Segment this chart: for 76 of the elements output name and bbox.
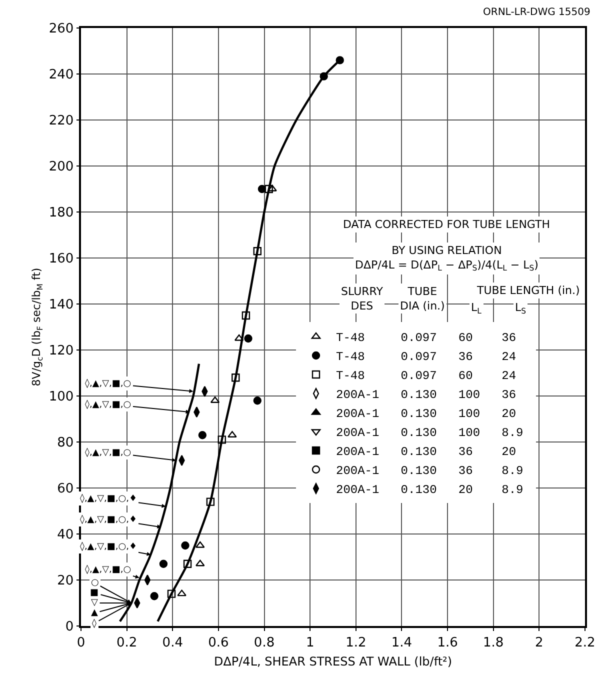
y-tick-label: 140 [48, 298, 74, 313]
x-tick-label: 2.2 [574, 635, 596, 650]
legend-label: 200A-1 0.130 100 8.9 [336, 426, 530, 440]
annotation: ■ [90, 588, 99, 598]
legend-label: T-48 0.097 36 24 [336, 350, 530, 364]
text: BY USING RELATION DΔP/4L = D(ΔP$_{L}$ − ΔP$_{S}$)/4(L$_{L}$ − L$_{S}$) [355, 244, 538, 273]
legend-label: 200A-1 0.130 100 36 [336, 388, 530, 402]
annotation: ▽ [91, 598, 98, 608]
y-tick-label: 180 [48, 206, 74, 221]
x-tick-label: 0 [76, 635, 86, 650]
x-tick-label: 2 [535, 635, 544, 650]
point [206, 498, 215, 506]
annotation: DATA CORRECTED FOR TUBE LENGTH [343, 218, 550, 231]
annotation: TUBE DIA (in.) [400, 285, 445, 312]
point [181, 541, 190, 550]
y-tick-label: 40 [57, 528, 74, 543]
legend-label: 200A-1 0.130 100 20 [336, 407, 530, 422]
x-tick-label: 1.6 [437, 635, 458, 650]
annotation: TUBE LENGTH (in.) [476, 284, 580, 297]
point [253, 247, 262, 256]
point [177, 590, 186, 596]
x-tick-label: 0.4 [162, 635, 183, 650]
x-tick-label: 1.2 [346, 635, 366, 650]
x-axis-title: DΔP/4L, SHEAR STRESS AT WALL (lb/ft²) [214, 654, 452, 669]
x-tick-label: 1.8 [483, 635, 504, 650]
text: ORNL-LR-DWG 15509 [483, 7, 590, 18]
x-tick-label: 1 [306, 635, 314, 650]
y-tick-label: 60 [57, 482, 74, 497]
point [268, 184, 277, 192]
point [242, 311, 250, 320]
legend-label: 200A-1 0.130 36 8.9 [336, 464, 530, 478]
point [218, 436, 226, 444]
point [195, 541, 205, 548]
annotation: ◊,▲,▽,■,○,♦ [80, 493, 138, 504]
point [150, 592, 158, 600]
x-tick-label: 0.2 [116, 635, 138, 650]
point [167, 590, 176, 598]
point [195, 560, 205, 566]
annotation: ◊,▲,▽,■,○,♦ [80, 514, 138, 525]
y-tick-label: 100 [48, 390, 74, 405]
point [183, 560, 192, 568]
point [198, 431, 207, 440]
point [253, 396, 262, 405]
legend-label: T-48 0.097 60 24 [336, 369, 530, 384]
annotation: ○ [91, 578, 99, 588]
annotation: ▲ [91, 608, 98, 618]
point [264, 184, 273, 194]
point [244, 334, 252, 343]
y-tick-label: 0 [65, 620, 74, 635]
y-tick-label: 220 [48, 114, 74, 129]
y-tick-label: 20 [57, 574, 74, 589]
annotation: L$_{S}$ [515, 301, 526, 316]
point [159, 560, 168, 568]
x-tick-label: 1.4 [391, 635, 412, 650]
point [234, 334, 244, 341]
x-tick-label: 0.6 [208, 635, 229, 650]
point [232, 374, 240, 382]
y-tick-label: 160 [48, 252, 74, 267]
y-tick-label: 80 [57, 436, 74, 451]
y-tick-label: 260 [48, 22, 74, 37]
annotation: ◊,▲,▽,■,○ [85, 399, 132, 410]
y-tick-label: 120 [48, 344, 74, 359]
annotation: ◊,▲,▽,■,○,♦ [80, 541, 138, 552]
legend-label: 200A-1 0.130 36 20 [336, 445, 530, 460]
legend-label: T-48 0.097 60 36 [336, 331, 530, 346]
annotation: SLURRY DES [341, 285, 384, 312]
annotation: ◊ [92, 618, 97, 629]
annotation: ◊,▲,▽,■,○ [85, 564, 132, 575]
legend-label: 200A-1 0.130 20 8.9 [336, 483, 530, 498]
annotation: ◊,▲,▽,■,○ [85, 447, 132, 458]
x-tick-label: 0.8 [254, 635, 275, 650]
annotation: ◊,▲,▽,■,○ [85, 378, 132, 389]
y-tick-label: 200 [48, 160, 74, 175]
y-tick-label: 240 [48, 68, 74, 83]
point [258, 184, 266, 194]
annotation: L$_{L}$ [471, 301, 482, 316]
